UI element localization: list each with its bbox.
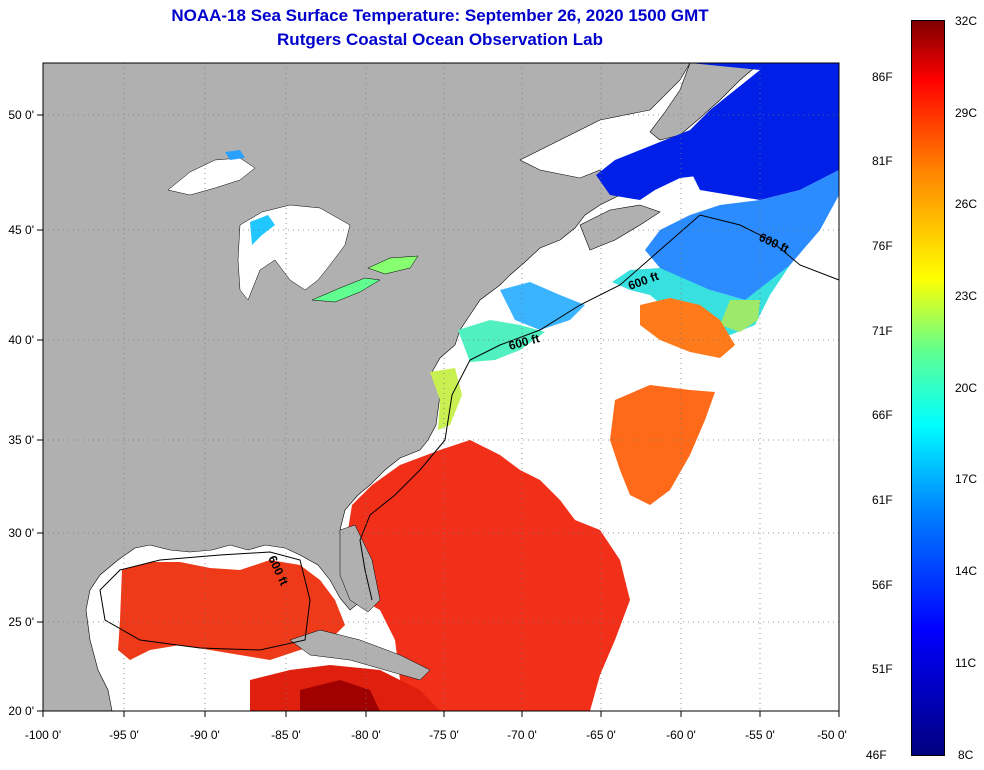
lon-label: -80 0' [351,728,381,742]
colorbar-f-label: 51F [872,662,893,676]
map-title: NOAA-18 Sea Surface Temperature: Septemb… [171,6,709,25]
sst-cool-shelf [645,170,839,300]
lon-label: -90 0' [190,728,220,742]
colorbar-f-label: 66F [872,408,893,422]
colorbar-c-label: 26C [955,197,978,211]
lake-michigan-data [250,215,275,245]
sst-gulf-of-mexico [118,560,345,660]
sst-cold-north [596,63,839,200]
lon-label: -100 0' [25,728,61,742]
colorbar-f-label: 46F [866,748,887,762]
sst-midatlantic-shelf [458,320,545,362]
lake-ontario [367,255,419,275]
colorbar-f-label: 81F [872,154,893,168]
lat-label: 50 0' [8,108,34,122]
sst-warm-eddy [640,298,735,358]
colorbar-c-label: 14C [955,564,978,578]
lon-label: -65 0' [586,728,616,742]
lon-label: -70 0' [507,728,537,742]
colorbar-f-label: 71F [872,324,893,338]
colorbar-c-label: 23C [955,289,978,303]
sst-gulf-stream-offshore [610,385,715,505]
sst-southeast-warm [348,440,630,711]
colorbar-f-label: 76F [872,239,893,253]
sst-slope-green [720,300,760,332]
graticule [43,63,839,711]
tick-marks [37,114,840,717]
map-frame [42,62,840,712]
colorbar-f-label: 61F [872,493,893,507]
isobath-600ft [359,214,840,601]
colorbar-c-label: 11C [955,656,977,670]
lat-label: 35 0' [8,433,34,447]
lat-label: 40 0' [8,333,34,347]
lon-label: -55 0' [745,728,775,742]
land-cuba [289,629,431,681]
colorbar-c-label: 32C [955,14,978,28]
colorbar-c-label: 20C [955,381,978,395]
temperature-colorbar [911,20,945,756]
lon-label: -50 0' [817,728,847,742]
lat-label: 20 0' [8,704,34,718]
lon-label: -75 0' [429,728,459,742]
land-nova-scotia [579,204,661,251]
lon-label: -95 0' [109,728,139,742]
colorbar-f-label: 86F [872,70,893,84]
lon-label: -60 0' [666,728,696,742]
lake-superior [167,157,256,196]
colorbar-c-label: 29C [955,106,978,120]
isobath-600ft-gulf [99,551,311,651]
lat-label: 25 0' [8,615,34,629]
colorbar-c-label: 8C [958,748,974,762]
map-subtitle: Rutgers Coastal Ocean Observation Lab [277,30,603,49]
colorbar-c-label: 17C [955,472,978,486]
sst-deep-warm [300,680,380,711]
sst-nearshore-ne [500,282,585,330]
lat-label: 45 0' [8,223,34,237]
lake-superior-data [225,150,245,160]
lat-label: 30 0' [8,526,34,540]
lon-label: -85 0' [271,728,301,742]
sst-carolina-shelf [430,368,462,430]
lake-erie-ontario [311,277,381,303]
colorbar-f-label: 56F [872,578,893,592]
